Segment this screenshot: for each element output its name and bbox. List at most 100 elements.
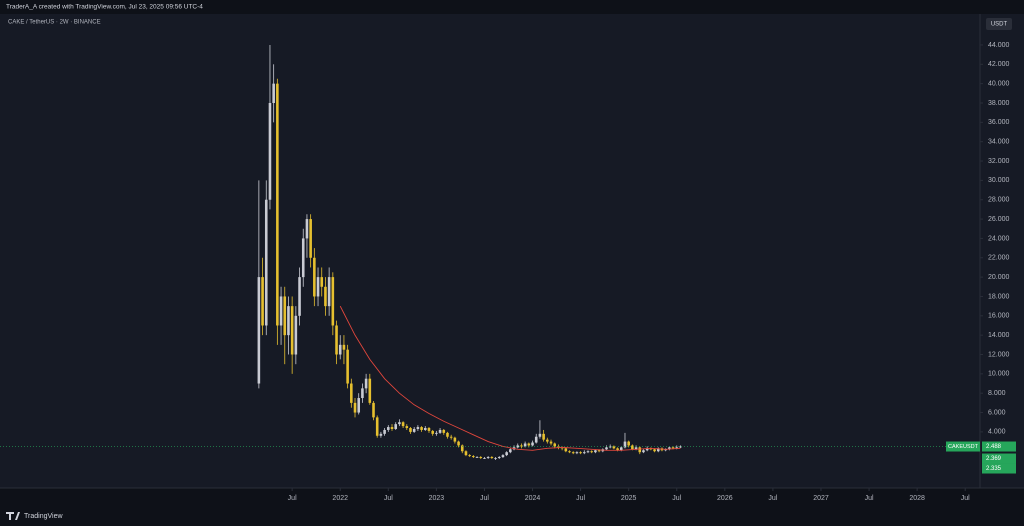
x-tick-label: Jul	[672, 495, 681, 502]
candle-body	[342, 344, 346, 350]
candle-body	[372, 402, 375, 418]
candle-body	[446, 432, 449, 437]
y-tick-label: 38.000	[988, 100, 1010, 107]
candle-body	[420, 427, 423, 430]
candle-body	[642, 450, 645, 453]
candle-body	[616, 448, 619, 451]
y-tick-label: 34.000	[988, 139, 1010, 146]
x-tick-label: 2027	[813, 495, 829, 502]
candle-body	[364, 378, 368, 389]
x-tick-label: 2028	[909, 495, 925, 502]
price-box-label: 2.369	[986, 456, 1002, 462]
candle-body	[571, 452, 575, 454]
currency[interactable]: USDT	[991, 22, 1008, 28]
x-tick-label: Jul	[288, 495, 297, 502]
candle-body	[534, 436, 538, 443]
y-tick-label: 32.000	[988, 158, 1010, 165]
candle-body	[497, 457, 501, 459]
candle-body	[368, 378, 372, 403]
x-tick-label: 2022	[332, 495, 348, 502]
candle-body	[527, 443, 531, 446]
candle-body	[387, 427, 390, 430]
candle-body	[350, 383, 353, 403]
candle-body	[486, 457, 490, 459]
y-tick-label: 8.000	[988, 390, 1006, 397]
candle-body	[505, 452, 508, 456]
x-tick-label: Jul	[384, 495, 393, 502]
candle-body	[361, 388, 364, 399]
ma-line	[339, 305, 681, 451]
candle-body	[479, 457, 483, 459]
x-tick-label: 2026	[717, 495, 733, 502]
y-tick-label: 12.000	[988, 351, 1010, 358]
candle-body	[279, 296, 283, 326]
y-tick-label: 6.000	[988, 409, 1006, 416]
candle-body	[560, 447, 564, 449]
y-tick-label: 42.000	[988, 61, 1010, 68]
candle-body	[656, 448, 660, 452]
candle-body	[405, 426, 409, 429]
candle-body	[542, 433, 545, 440]
candle-body	[520, 445, 523, 447]
candle-body	[276, 83, 279, 326]
candle-body	[438, 429, 442, 433]
candle-body	[309, 219, 312, 258]
candle-body	[557, 446, 560, 448]
x-tick-label: 2024	[525, 495, 541, 502]
y-tick-label: 14.000	[988, 332, 1010, 339]
candle-body	[257, 277, 261, 384]
candle-body	[401, 422, 405, 427]
price-box-label: 2.335	[986, 466, 1002, 472]
price-box	[982, 441, 1016, 452]
y-tick-label: 26.000	[988, 216, 1010, 223]
candle-body	[442, 429, 446, 433]
candle-body	[575, 452, 579, 454]
candle-body	[412, 428, 416, 432]
y-tick-label: 18.000	[988, 293, 1010, 300]
candle-body	[583, 452, 586, 454]
price-axis	[980, 14, 1024, 488]
candle-body	[634, 447, 638, 450]
last-label: CAKEUSDT	[948, 444, 979, 450]
candle-body	[490, 457, 494, 459]
last-label-box	[946, 441, 980, 452]
x-tick-label: Jul	[961, 495, 970, 502]
candle-body	[320, 277, 324, 287]
candle-body	[324, 286, 327, 307]
plot-area	[0, 14, 980, 488]
candle-body	[553, 443, 557, 447]
candle-body	[457, 441, 460, 446]
candle-body	[383, 429, 386, 434]
candle-body	[379, 433, 383, 436]
candle-body	[305, 219, 309, 239]
candle-body	[675, 447, 679, 449]
y-tick-label: 44.000	[988, 42, 1010, 49]
candle-body	[631, 445, 634, 450]
x-tick-label: Jul	[480, 495, 489, 502]
candle-body	[335, 325, 338, 355]
candle-body	[645, 448, 649, 451]
candle-body	[272, 83, 275, 103]
candle-body	[597, 450, 601, 452]
candle-body	[294, 315, 298, 355]
y-tick-label: 10.000	[988, 371, 1010, 378]
candle-body	[627, 441, 630, 446]
candle-body	[301, 238, 305, 278]
candle-body	[394, 424, 397, 429]
candle-body	[409, 428, 412, 432]
candle-body	[612, 446, 616, 449]
candle-body	[483, 458, 486, 459]
y-tick-label: 4.000	[988, 429, 1006, 436]
candle-body	[261, 277, 264, 326]
candle-body	[549, 441, 553, 444]
footer: TradingView	[24, 513, 63, 520]
candle-body	[668, 447, 671, 450]
candle-body	[671, 447, 675, 449]
candle-body	[316, 277, 320, 297]
y-tick-label: 20.000	[988, 274, 1010, 281]
x-tick-label: 2023	[429, 495, 445, 502]
candle-body	[579, 452, 582, 454]
candle-body	[623, 441, 627, 448]
candle-body	[464, 451, 468, 456]
